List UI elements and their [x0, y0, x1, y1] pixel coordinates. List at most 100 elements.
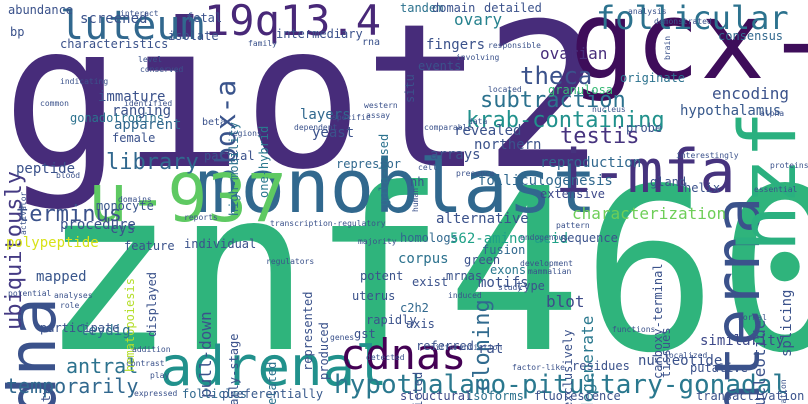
word-genes: genes: [330, 333, 355, 342]
word-reproduction: reproduction: [540, 155, 642, 171]
word-library: library: [106, 150, 199, 175]
word-c2h2: c2h2: [400, 301, 429, 315]
word-mrnas: mrnas: [446, 269, 483, 283]
word-giot2: giot2: [2, 0, 605, 214]
word-ranging: ranging: [112, 103, 172, 119]
word-detailed: detailed: [484, 1, 542, 15]
word-complexity: complexity: [39, 388, 53, 404]
word-axis: axis: [406, 317, 435, 331]
word-produced: produced: [317, 321, 331, 380]
word-luteum: luteum: [60, 3, 205, 49]
word-hypothalamus: hypothalamus: [680, 103, 782, 119]
word-located: located: [488, 85, 522, 94]
word-characteristics: characteristics: [60, 37, 169, 51]
word-alpha: alpha: [760, 109, 785, 118]
word-activator: activator: [19, 191, 28, 236]
word-early-stage: early-stage: [227, 333, 241, 404]
word-nucleotide: nucleotide: [638, 353, 723, 369]
word-fetal: fetal: [186, 11, 223, 25]
word-human: human: [411, 187, 420, 212]
word-involving: involving: [456, 53, 500, 62]
word-rat: rat: [478, 341, 504, 357]
word-analysis: analysis: [628, 7, 667, 16]
word-immature: immature: [98, 89, 166, 105]
word-consensus: consensus: [718, 29, 784, 43]
word-domains: domains: [118, 195, 152, 204]
word-originate: originate: [620, 71, 686, 85]
word-differentiation: differentiation: [430, 343, 503, 352]
word-terminus: terminus: [16, 202, 122, 227]
word-testis: testis: [560, 124, 640, 149]
word-contrast: contrast: [126, 359, 165, 368]
word-type: type: [516, 279, 545, 293]
word-level: level: [138, 55, 163, 64]
word-pattern: pattern: [556, 221, 590, 230]
word-uterus: uterus: [352, 289, 396, 303]
word-reports: reports: [184, 213, 218, 222]
word-revealed: revealed: [454, 123, 522, 139]
word-procedure: procedure: [60, 217, 136, 233]
word-expressed: expressed: [134, 389, 178, 398]
word-hzf: hzf: [724, 111, 808, 253]
word-exist: exist: [412, 275, 449, 289]
word-transcription-regulatory: transcription-regulatory: [270, 219, 386, 228]
word-individual: individual: [184, 237, 257, 251]
word-majority: majority: [358, 237, 397, 246]
word-tandem: tandem: [400, 1, 444, 15]
word-dependent: dependent: [294, 123, 338, 132]
word-fusion: fusion: [482, 243, 526, 257]
word-factor-like: factor-like: [512, 363, 565, 372]
word-theca: theca: [520, 62, 593, 90]
word-conserved: conserved: [140, 65, 184, 74]
word-ovarian: ovarian: [540, 44, 608, 63]
word-nucleus: nucleus: [592, 105, 626, 114]
word-corpus: corpus: [398, 251, 449, 267]
word-proliferation: proliferation: [779, 380, 788, 404]
word-exons: exons: [490, 263, 527, 277]
word-brain: brain: [663, 35, 672, 60]
word-pull-down: pull-down: [196, 311, 215, 399]
word-potent: potent: [360, 269, 404, 283]
word-restricted: restricted: [411, 372, 425, 404]
word-alternative: alternative: [436, 211, 529, 227]
word-endogenous: endogenous: [520, 233, 569, 242]
word-proteins: proteins: [770, 161, 808, 170]
word-domain: domain: [432, 1, 476, 15]
word-analyses: analyses: [54, 291, 93, 300]
word-functions: functions: [612, 325, 656, 334]
word-splicing: splicing: [779, 289, 795, 358]
word-residues: residues: [572, 359, 630, 373]
word-peptide: peptide: [16, 161, 76, 177]
word-blot: blot: [546, 292, 585, 311]
word-isolate: isolate: [168, 29, 219, 43]
word-structural: structural: [400, 389, 473, 403]
word-western: western: [364, 101, 398, 110]
word-u-937: u-937: [88, 160, 287, 237]
word-isoforms: isoforms: [466, 389, 524, 403]
word-green: green: [464, 253, 501, 267]
word-follicular: follicular: [596, 0, 789, 37]
word-krab-containing: krab-containing: [466, 108, 665, 133]
word-partial: partial: [204, 149, 255, 163]
word-preferentially: preferentially: [222, 387, 324, 401]
word-ovary: ovary: [454, 10, 503, 29]
word-znf460: znf460: [40, 141, 808, 403]
word-represented: represented: [301, 291, 315, 372]
word-fingers: fingers: [426, 37, 486, 53]
word-study: study: [498, 283, 523, 292]
word-data: data: [468, 117, 488, 126]
word-intermediary: intermediary: [276, 27, 363, 41]
word-detected: detected: [366, 353, 405, 362]
word-monoblast: monoblast: [196, 144, 597, 230]
word-homologs: homologs: [400, 231, 458, 245]
word-comparable: comparable: [424, 123, 473, 132]
word-identified: identified: [124, 99, 173, 108]
word-antral: antral: [66, 354, 139, 378]
word-putative: putative: [690, 361, 748, 375]
word-polypeptide: polypeptide: [6, 235, 99, 251]
word-displayed: displayed: [145, 271, 159, 337]
word-layers: layers: [300, 107, 351, 123]
word-adrenal: adrenal: [160, 335, 388, 398]
word-role: role: [60, 301, 80, 310]
word-extensive: extensive: [540, 187, 606, 201]
